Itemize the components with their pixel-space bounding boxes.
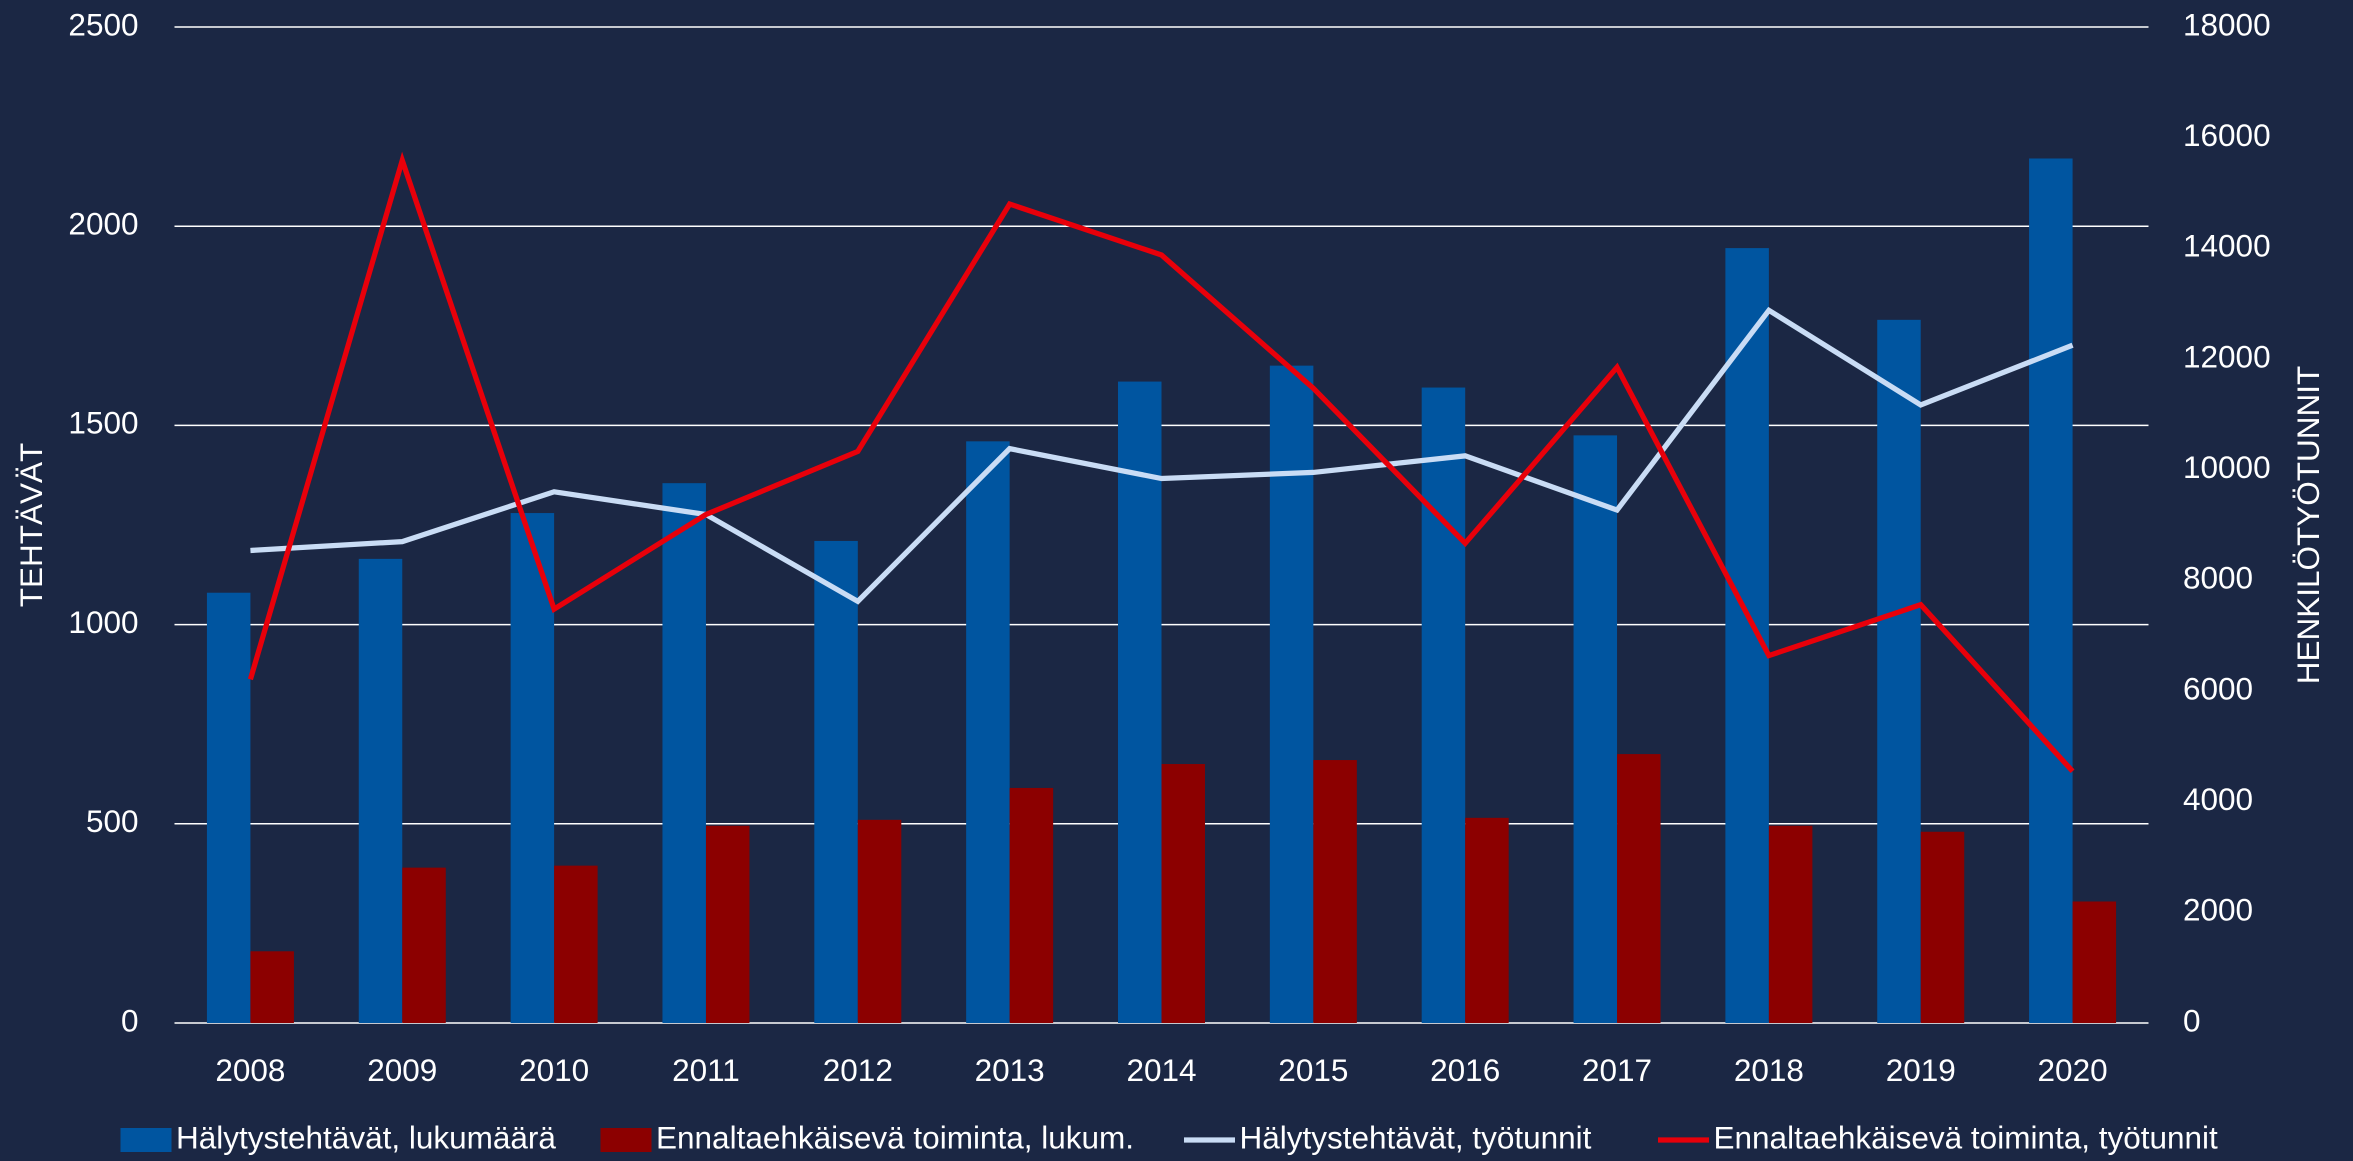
bar [1161, 764, 1205, 1023]
legend-swatch [120, 1128, 172, 1152]
y2-tick-label: 14000 [2183, 228, 2271, 264]
x-tick-label: 2019 [1886, 1052, 1956, 1088]
y2-tick-label: 12000 [2183, 338, 2271, 374]
y-tick-label: 1500 [68, 405, 138, 441]
x-tick-label: 2009 [367, 1052, 437, 1088]
x-tick-label: 2020 [2038, 1052, 2108, 1088]
bar [2029, 158, 2073, 1024]
x-tick-label: 2013 [975, 1052, 1045, 1088]
y-axis-title: TEHTÄVÄT [13, 443, 49, 608]
legend-swatch [600, 1128, 652, 1152]
legend-label: Hälytystehtävät, työtunnit [1240, 1119, 1592, 1155]
bar [358, 558, 403, 1023]
x-tick-label: 2010 [519, 1052, 589, 1088]
x-tick-label: 2011 [672, 1052, 740, 1088]
x-tick-label: 2014 [1126, 1052, 1196, 1088]
bar [250, 951, 294, 1023]
y2-axis-title: HENKILÖTYÖTUNNIT [2290, 366, 2326, 685]
y2-tick-label: 10000 [2183, 449, 2271, 485]
y2-tick-label: 6000 [2183, 670, 2253, 706]
bar [1573, 435, 1618, 1023]
bar [705, 825, 750, 1023]
line [250, 306, 2074, 605]
bar [1920, 831, 1965, 1023]
bar [510, 513, 555, 1023]
bar [402, 867, 446, 1023]
bar [1313, 760, 1357, 1023]
bar [1768, 825, 1813, 1023]
bar [814, 540, 858, 1023]
legend-label: Ennaltaehkäisevä toiminta, lukum. [656, 1119, 1134, 1155]
y-tick-label: 2000 [68, 206, 138, 242]
bar [1465, 817, 1509, 1023]
bar [1269, 365, 1314, 1023]
y2-tick-label: 2000 [2183, 892, 2253, 928]
y-tick-label: 2500 [68, 6, 138, 42]
bar [966, 441, 1010, 1023]
x-tick-label: 2015 [1278, 1052, 1348, 1088]
x-tick-label: 2012 [823, 1052, 893, 1088]
y2-tick-label: 16000 [2183, 117, 2271, 153]
bar [1118, 381, 1162, 1023]
y-tick-label: 500 [86, 803, 139, 839]
y-tick-label: 0 [121, 1002, 139, 1038]
bar [1009, 787, 1054, 1023]
bar [2072, 901, 2117, 1023]
bar [1725, 248, 1769, 1023]
x-tick-label: 2018 [1734, 1052, 1804, 1088]
bar [1617, 754, 1661, 1023]
y2-tick-label: 18000 [2183, 6, 2271, 42]
bar [857, 819, 902, 1023]
bar [1421, 387, 1466, 1023]
line [247, 151, 2075, 774]
x-tick-label: 2008 [215, 1052, 285, 1088]
y2-tick-label: 4000 [2183, 781, 2253, 817]
x-tick-label: 2016 [1430, 1052, 1500, 1088]
x-tick-label: 2017 [1582, 1052, 1652, 1088]
y2-tick-label: 0 [2183, 1002, 2201, 1038]
y-tick-label: 1000 [68, 604, 138, 640]
bar [206, 592, 251, 1023]
y2-tick-label: 8000 [2183, 560, 2253, 596]
bar [1877, 319, 1921, 1024]
legend-label: Ennaltaehkäisevä toiminta, työtunnit [1714, 1119, 2219, 1155]
bar [554, 865, 598, 1023]
bar [662, 483, 706, 1024]
legend-label: Hälytystehtävät, lukumäärä [176, 1119, 556, 1155]
